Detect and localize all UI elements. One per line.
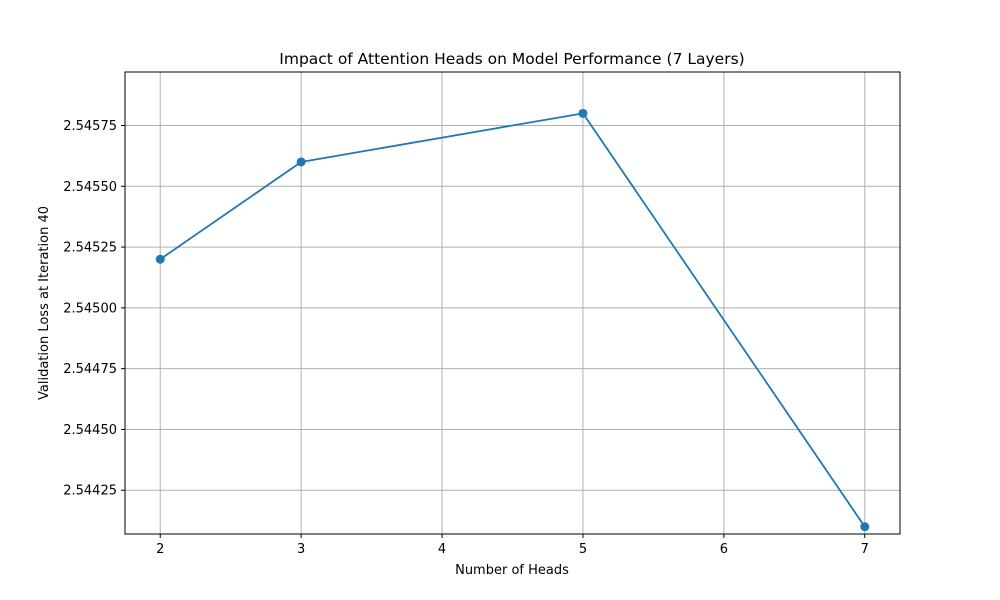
y-tick: 2.54550 — [63, 180, 125, 195]
y-tick-label: 2.54500 — [63, 301, 117, 316]
y-tick: 2.54450 — [63, 423, 125, 438]
y-tick-label: 2.54575 — [63, 119, 117, 134]
y-tick: 2.54425 — [63, 484, 125, 499]
y-tick-label: 2.54425 — [63, 484, 117, 499]
plot-frame — [124, 71, 901, 535]
chart-title: Impact of Attention Heads on Model Perfo… — [279, 50, 744, 68]
y-tick: 2.54500 — [63, 301, 125, 316]
x-tick-label: 5 — [579, 542, 587, 557]
data-point-marker — [578, 108, 588, 118]
x-tick-label: 7 — [861, 542, 869, 557]
series-line — [159, 112, 866, 528]
x-tick-label: 6 — [720, 542, 728, 557]
y-tick: 2.54575 — [63, 119, 125, 134]
y-tick-label: 2.54550 — [63, 180, 117, 195]
x-tick-label: 4 — [438, 542, 446, 557]
x-tick-label: 3 — [297, 542, 305, 557]
x-tick: 3 — [297, 534, 305, 557]
x-tick: 6 — [720, 534, 728, 557]
x-axis-ticks: 2 3 4 5 6 7 — [156, 534, 869, 557]
x-tick: 2 — [156, 534, 164, 557]
x-tick: 4 — [438, 534, 446, 557]
x-tick: 7 — [861, 534, 869, 557]
y-axis-label: Validation Loss at Iteration 40 — [37, 206, 52, 400]
x-tick-label: 2 — [156, 542, 164, 557]
y-tick: 2.54475 — [63, 362, 125, 377]
y-axis-ticks: 2.54425 2.54450 2.54475 2.54500 2.54525 2.545… — [63, 119, 125, 499]
y-tick-label: 2.54475 — [63, 362, 117, 377]
y-tick: 2.54525 — [63, 241, 125, 256]
y-tick-label: 2.54525 — [63, 241, 117, 256]
series-group — [155, 108, 870, 532]
data-point-marker — [860, 522, 870, 532]
y-tick-label: 2.54450 — [63, 423, 117, 438]
x-tick: 5 — [579, 534, 587, 557]
x-axis-label: Number of Heads — [455, 563, 569, 578]
data-point-marker — [296, 157, 306, 167]
data-point-marker — [155, 254, 165, 264]
